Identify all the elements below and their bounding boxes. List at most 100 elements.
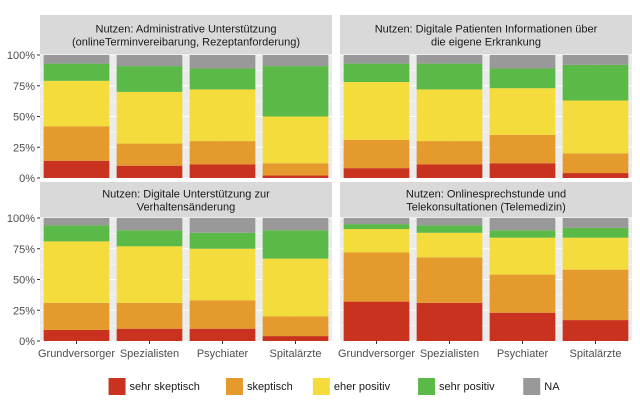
bar-segment-skeptisch bbox=[189, 141, 256, 165]
bar-segment-sehr-skeptisch bbox=[116, 165, 183, 178]
bar-segment-sehr-skeptisch bbox=[43, 160, 110, 178]
y-tick-label: 100% bbox=[7, 213, 35, 225]
bar-segment-eher-positiv bbox=[189, 89, 256, 142]
bar-segment-skeptisch bbox=[562, 153, 629, 174]
x-tick-label: Psychiater bbox=[497, 348, 549, 360]
panel-title: Verhaltensänderung bbox=[137, 202, 235, 214]
panel-title: (onlineTerminvereibarung, Rezeptanforder… bbox=[72, 37, 300, 49]
bar-segment-na bbox=[262, 55, 329, 67]
legend-swatch bbox=[108, 378, 126, 395]
bar-segment-na bbox=[562, 55, 629, 65]
y-tick-label: 25% bbox=[13, 142, 35, 154]
panel-title: Nutzen: Digitale Unterstützung zur bbox=[102, 189, 270, 201]
bar-segment-sehr-skeptisch bbox=[262, 336, 329, 341]
bar-segment-sehr-skeptisch bbox=[416, 302, 483, 341]
bar-segment-skeptisch bbox=[189, 300, 256, 329]
bar-segment-eher-positiv bbox=[43, 80, 110, 127]
bar-segment-skeptisch bbox=[116, 302, 183, 329]
bar-segment-skeptisch bbox=[343, 252, 410, 302]
bar-segment-na bbox=[189, 55, 256, 69]
bar-segment-eher-positiv bbox=[416, 232, 483, 258]
bar-segment-sehr-positiv bbox=[416, 63, 483, 90]
panel-strip bbox=[40, 182, 332, 218]
legend-swatch bbox=[418, 378, 436, 395]
bar-segment-na bbox=[262, 218, 329, 231]
bar-segment-na bbox=[562, 218, 629, 228]
bar-segment-sehr-positiv bbox=[416, 225, 483, 233]
bar-segment-skeptisch bbox=[43, 302, 110, 330]
panel-title: die eigene Erkrankung bbox=[431, 37, 541, 49]
bar-segment-skeptisch bbox=[489, 274, 556, 313]
bar-segment-na bbox=[116, 218, 183, 231]
bar-segment-sehr-skeptisch bbox=[489, 163, 556, 178]
panel-strip bbox=[340, 15, 632, 55]
panel-title: Telekonsultationen (Telemedizin) bbox=[406, 202, 566, 214]
bar-segment-skeptisch bbox=[43, 126, 110, 161]
bar-segment-eher-positiv bbox=[562, 100, 629, 154]
bar-segment-sehr-skeptisch bbox=[189, 328, 256, 341]
bar-segment-sehr-positiv bbox=[189, 68, 256, 90]
y-tick-label: 0% bbox=[19, 336, 35, 348]
legend-label: sehr positiv bbox=[439, 381, 495, 393]
bar-segment-sehr-skeptisch bbox=[189, 164, 256, 178]
panel-strip bbox=[40, 15, 332, 55]
x-tick-label: Grundversorger bbox=[38, 348, 115, 360]
bar-segment-sehr-positiv bbox=[343, 63, 410, 83]
bar-segment-skeptisch bbox=[489, 134, 556, 164]
bar-segment-sehr-positiv bbox=[562, 64, 629, 101]
legend-label: sehr skeptisch bbox=[130, 381, 200, 393]
legend-swatch bbox=[225, 378, 243, 395]
bar-segment-eher-positiv bbox=[262, 116, 329, 164]
bar-segment-eher-positiv bbox=[416, 89, 483, 142]
bar-segment-skeptisch bbox=[562, 269, 629, 321]
bar-segment-skeptisch bbox=[116, 143, 183, 166]
bar-segment-sehr-skeptisch bbox=[489, 312, 556, 341]
y-tick-label: 50% bbox=[13, 275, 35, 287]
bar-segment-skeptisch bbox=[416, 257, 483, 303]
bar-segment-eher-positiv bbox=[343, 82, 410, 140]
x-tick-label: Spezialisten bbox=[420, 348, 479, 360]
bar-segment-eher-positiv bbox=[189, 248, 256, 301]
x-tick-label: Spitalärzte bbox=[570, 348, 622, 360]
bar-segment-skeptisch bbox=[416, 141, 483, 165]
bar-segment-na bbox=[43, 55, 110, 64]
bar-segment-na bbox=[43, 218, 110, 226]
y-tick-label: 75% bbox=[13, 244, 35, 256]
bar-segment-na bbox=[343, 55, 410, 64]
bar-segment-eher-positiv bbox=[562, 237, 629, 270]
legend-swatch bbox=[312, 378, 330, 395]
panel-strip bbox=[340, 182, 632, 218]
legend-label: skeptisch bbox=[247, 381, 293, 393]
x-tick-label: Spitalärzte bbox=[270, 348, 322, 360]
bar-segment-sehr-skeptisch bbox=[343, 301, 410, 341]
bar-segment-sehr-skeptisch bbox=[116, 328, 183, 341]
bar-segment-eher-positiv bbox=[116, 91, 183, 144]
y-tick-label: 50% bbox=[13, 112, 35, 124]
bar-segment-eher-positiv bbox=[343, 229, 410, 253]
bar-segment-sehr-skeptisch bbox=[562, 320, 629, 341]
bar-segment-eher-positiv bbox=[489, 88, 556, 135]
y-tick-label: 0% bbox=[19, 173, 35, 185]
bar-segment-skeptisch bbox=[343, 139, 410, 169]
bar-segment-sehr-skeptisch bbox=[43, 329, 110, 341]
bar-segment-na bbox=[489, 218, 556, 231]
bar-segment-sehr-positiv bbox=[43, 63, 110, 81]
x-tick-label: Psychiater bbox=[197, 348, 249, 360]
bar-segment-eher-positiv bbox=[489, 237, 556, 275]
y-tick-label: 75% bbox=[13, 81, 35, 93]
bar-segment-skeptisch bbox=[262, 316, 329, 337]
bar-segment-na bbox=[416, 55, 483, 64]
bar-segment-sehr-positiv bbox=[43, 225, 110, 242]
y-tick-label: 25% bbox=[13, 305, 35, 317]
y-tick-label: 100% bbox=[7, 50, 35, 62]
x-tick-label: Spezialisten bbox=[120, 348, 179, 360]
bar-segment-na bbox=[189, 218, 256, 233]
legend-label: eher positiv bbox=[334, 381, 391, 393]
bar-segment-na bbox=[343, 218, 410, 225]
bar-segment-sehr-positiv bbox=[262, 230, 329, 259]
bar-segment-skeptisch bbox=[262, 163, 329, 176]
legend-swatch bbox=[523, 378, 541, 395]
bar-segment-sehr-skeptisch bbox=[416, 164, 483, 178]
bar-segment-sehr-positiv bbox=[116, 230, 183, 247]
bar-segment-sehr-positiv bbox=[343, 224, 410, 230]
